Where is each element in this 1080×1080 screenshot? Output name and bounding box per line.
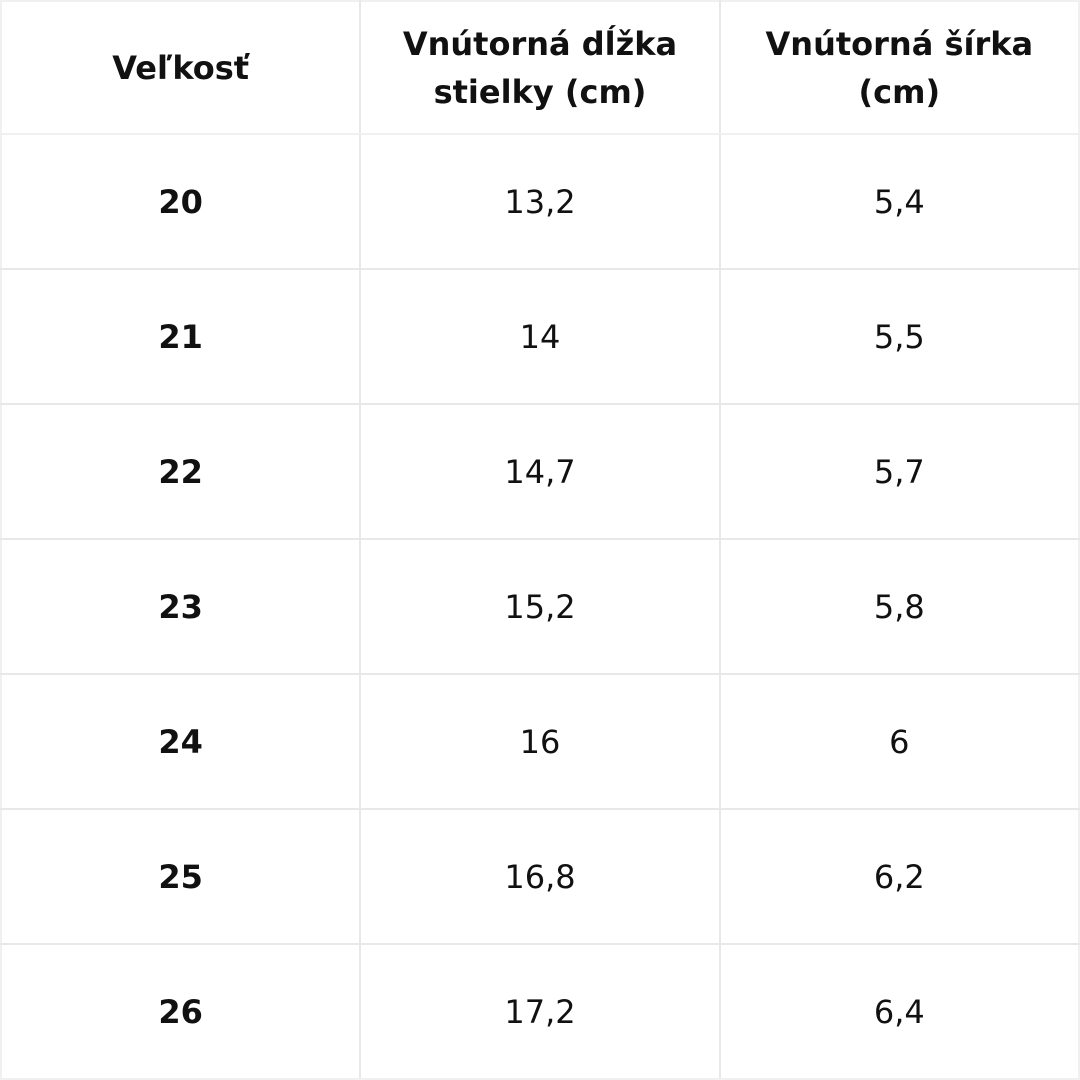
- value-cell: 5,7: [718, 403, 1080, 540]
- value-cell: 14: [359, 268, 721, 405]
- value-cell: 6: [718, 673, 1080, 810]
- size-cell: 22: [0, 403, 362, 540]
- value-cell: 14,7: [359, 403, 721, 540]
- value-cell: 5,8: [718, 538, 1080, 675]
- value-cell: 16: [359, 673, 721, 810]
- header-cell: Vnútorná šírka (cm): [718, 0, 1080, 135]
- value-cell: 6,4: [718, 943, 1080, 1080]
- header-cell: Vnútorná dĺžka stielky (cm): [359, 0, 721, 135]
- header-row: Veľkosť Vnútorná dĺžka stielky (cm) Vnútor…: [0, 0, 1080, 135]
- size-cell: 23: [0, 538, 362, 675]
- size-cell: 24: [0, 673, 362, 810]
- size-cell: 20: [0, 133, 362, 270]
- table-row: 21 14 5,5: [0, 268, 1080, 405]
- value-cell: 6,2: [718, 808, 1080, 945]
- table-row: 24 16 6: [0, 673, 1080, 810]
- header-cell: Veľkosť: [0, 0, 362, 135]
- size-cell: 25: [0, 808, 362, 945]
- table-row: 22 14,7 5,7: [0, 403, 1080, 540]
- value-cell: 17,2: [359, 943, 721, 1080]
- table-head: Veľkosť Vnútorná dĺžka stielky (cm) Vnútor…: [0, 0, 1080, 135]
- value-cell: 5,5: [718, 268, 1080, 405]
- table-row: 23 15,2 5,8: [0, 538, 1080, 675]
- table-row: 20 13,2 5,4: [0, 133, 1080, 270]
- table-row: 25 16,8 6,2: [0, 808, 1080, 945]
- value-cell: 13,2: [359, 133, 721, 270]
- table-row: 26 17,2 6,4: [0, 943, 1080, 1080]
- size-cell: 21: [0, 268, 362, 405]
- table-body: 20 13,2 5,4 21 14 5,5 22 14,7 5,7 23 15,2 5,8 24 16 6 2…: [0, 133, 1080, 1080]
- value-cell: 16,8: [359, 808, 721, 945]
- value-cell: 5,4: [718, 133, 1080, 270]
- size-cell: 26: [0, 943, 362, 1080]
- value-cell: 15,2: [359, 538, 721, 675]
